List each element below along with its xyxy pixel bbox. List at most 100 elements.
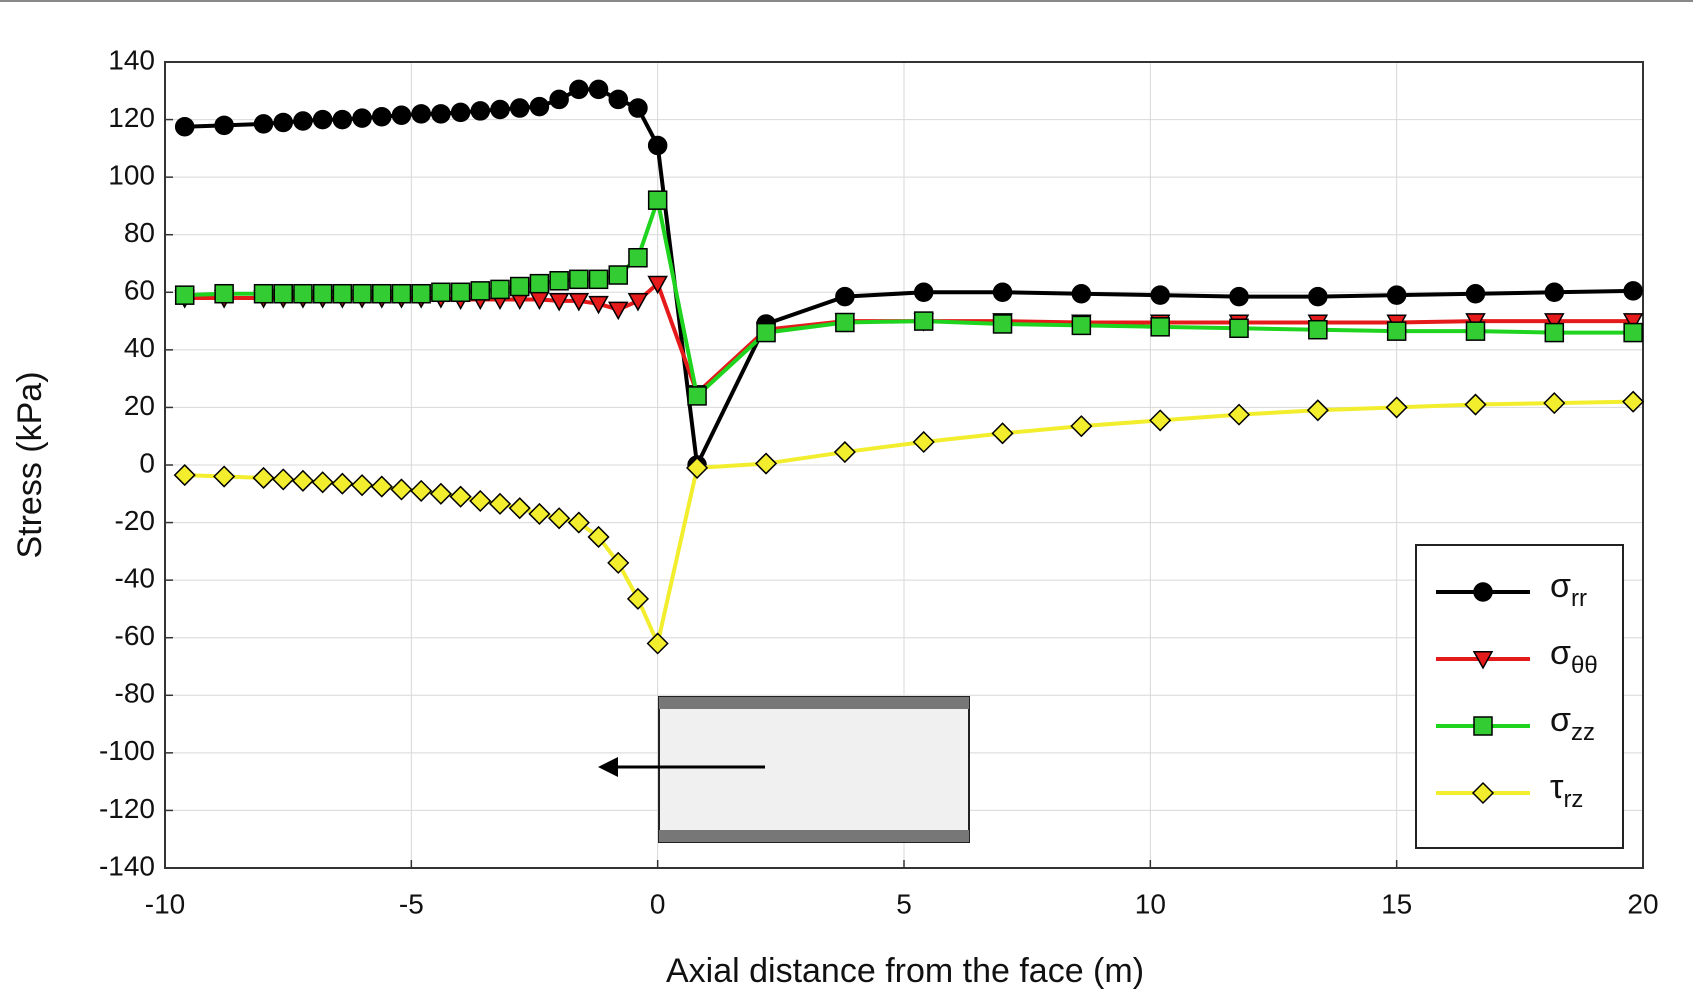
marker: [312, 283, 333, 304]
marker: [1386, 321, 1407, 341]
y-tick-label: 80: [124, 217, 155, 248]
marker: [1071, 283, 1092, 304]
marker: [567, 511, 590, 534]
marker: [293, 283, 313, 304]
legend-label: σzz: [1550, 701, 1595, 746]
legend-label: σθθ: [1550, 634, 1598, 679]
y-axis-title: Stress (kPa): [11, 371, 49, 558]
y-tick-label: 140: [108, 44, 155, 75]
marker: [1229, 318, 1249, 339]
marker: [628, 247, 648, 268]
marker: [992, 282, 1013, 303]
marker: [450, 282, 471, 303]
marker: [1308, 319, 1328, 340]
marker: [490, 99, 510, 120]
marker: [647, 190, 668, 210]
marker: [913, 311, 934, 331]
marker: [608, 265, 629, 285]
marker: [470, 101, 491, 121]
marker: [1623, 281, 1643, 301]
marker: [431, 282, 451, 303]
x-tick-label: 10: [1135, 888, 1166, 919]
marker: [431, 104, 451, 124]
marker: [370, 475, 393, 498]
marker: [312, 109, 333, 130]
marker: [291, 469, 315, 492]
marker: [587, 525, 610, 549]
marker: [1386, 285, 1407, 305]
y-tick-label: 100: [108, 160, 155, 191]
marker: [311, 471, 334, 494]
marker: [568, 292, 590, 312]
y-tick-label: -80: [115, 678, 155, 709]
marker: [1150, 285, 1170, 305]
legend-marker: [1473, 582, 1493, 602]
marker: [607, 551, 630, 574]
marker: [913, 282, 934, 303]
marker: [351, 474, 374, 497]
marker: [912, 430, 935, 454]
marker: [391, 283, 412, 304]
marker: [569, 269, 589, 290]
legend-box: [1415, 544, 1624, 849]
marker: [991, 422, 1014, 445]
marker: [252, 466, 275, 490]
marker: [449, 485, 472, 508]
marker: [835, 286, 855, 307]
marker: [835, 312, 855, 333]
tunnel-body: [658, 696, 970, 843]
marker: [174, 285, 195, 305]
marker: [588, 295, 609, 315]
marker: [1229, 286, 1249, 307]
x-tick-label: -5: [399, 888, 424, 919]
marker: [549, 271, 569, 291]
legend-marker: [1471, 781, 1495, 805]
y-tick-label: 20: [124, 390, 155, 421]
y-tick-label: 60: [124, 275, 155, 306]
marker: [588, 269, 609, 290]
x-axis-title: Axial distance from the face (m): [666, 952, 1144, 990]
marker: [411, 104, 431, 124]
marker: [608, 89, 629, 110]
y-tick-label: -60: [115, 620, 155, 651]
marker: [411, 283, 431, 304]
marker: [756, 322, 776, 343]
x-tick-label: 15: [1381, 888, 1412, 919]
marker: [214, 283, 234, 304]
marker: [450, 102, 471, 123]
arrow-head: [598, 757, 618, 777]
marker: [548, 507, 571, 530]
y-tick-label: 120: [108, 102, 155, 133]
legend-marker: [1472, 651, 1494, 670]
marker: [1149, 409, 1172, 432]
marker: [627, 292, 649, 312]
marker: [626, 587, 650, 610]
legend-label: σrr: [1550, 567, 1587, 612]
marker: [488, 492, 512, 515]
tunnel-inset: [598, 696, 970, 843]
marker: [833, 440, 856, 464]
marker: [174, 117, 195, 137]
marker: [1544, 282, 1565, 303]
x-tick-label: 0: [650, 888, 666, 919]
marker: [1227, 403, 1251, 426]
marker: [509, 276, 530, 297]
y-tick-label: 0: [139, 447, 155, 478]
marker: [646, 632, 669, 655]
marker: [214, 115, 234, 136]
marker: [1150, 317, 1170, 337]
marker: [647, 275, 668, 295]
x-tick-label: 5: [896, 888, 912, 919]
marker: [509, 98, 530, 118]
marker: [272, 468, 295, 491]
marker: [1464, 393, 1487, 416]
marker: [332, 283, 353, 304]
tunnel-lining-bottom: [659, 830, 969, 842]
marker: [1623, 322, 1643, 343]
y-tick-label: -20: [115, 505, 155, 536]
marker: [470, 281, 491, 301]
marker: [273, 283, 293, 304]
marker: [372, 106, 392, 127]
marker: [687, 386, 707, 406]
marker: [529, 273, 550, 294]
